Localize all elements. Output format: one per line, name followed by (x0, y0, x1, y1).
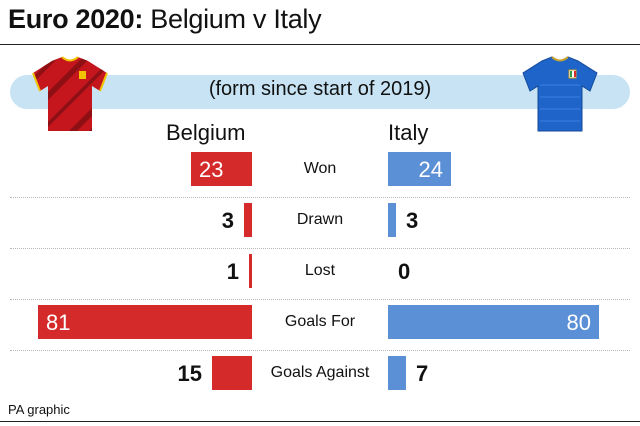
value-label-italy-won: 24 (418, 157, 443, 182)
value-label-belgium-goals-for: 81 (46, 310, 71, 335)
bottom-rule (0, 421, 640, 422)
bar-belgium-lost (249, 254, 252, 288)
category-label-lost: Lost (304, 262, 336, 279)
chart-subtitle: (form since start of 2019) (208, 78, 432, 100)
bar-italy-goals-for (388, 305, 599, 339)
title-bold: Euro 2020: (8, 4, 144, 34)
bar-belgium-won (191, 152, 252, 186)
bar-italy-goals-against (388, 356, 406, 390)
title-rest: Belgium v Italy (150, 4, 322, 34)
source-credit: PA graphic (8, 402, 70, 417)
value-label-belgium-goals-against: 15 (177, 361, 202, 386)
value-label-italy-lost: 0 (398, 259, 411, 284)
category-label-goals-against: Goals Against (270, 364, 370, 381)
chart-title: Euro 2020: Belgium v Italy (8, 4, 322, 35)
team-name-italy: Italy (388, 120, 429, 145)
belgium-shirt-icon (32, 56, 108, 131)
bar-italy-drawn (388, 203, 396, 237)
category-label-drawn: Drawn (296, 211, 344, 228)
value-label-belgium-won: 23 (199, 157, 224, 182)
bar-belgium-goals-for (38, 305, 252, 339)
row-divider (10, 350, 630, 351)
value-label-italy-goals-for: 80 (566, 310, 591, 335)
bar-belgium-drawn (244, 203, 252, 237)
row-divider (10, 248, 630, 249)
bar-belgium-goals-against (212, 356, 252, 390)
top-rule (0, 44, 640, 45)
category-label-goals-for: Goals For (284, 313, 356, 330)
bar-italy-won (388, 152, 451, 186)
category-label-won: Won (303, 160, 337, 177)
team-name-belgium: Belgium (166, 120, 246, 145)
value-label-italy-drawn: 3 (406, 208, 419, 233)
value-label-italy-goals-against: 7 (416, 361, 429, 386)
value-label-belgium-drawn: 3 (221, 208, 234, 233)
italy-shirt-icon (522, 56, 598, 132)
value-label-belgium-lost: 1 (226, 259, 239, 284)
row-divider (10, 197, 630, 198)
row-divider (10, 299, 630, 300)
